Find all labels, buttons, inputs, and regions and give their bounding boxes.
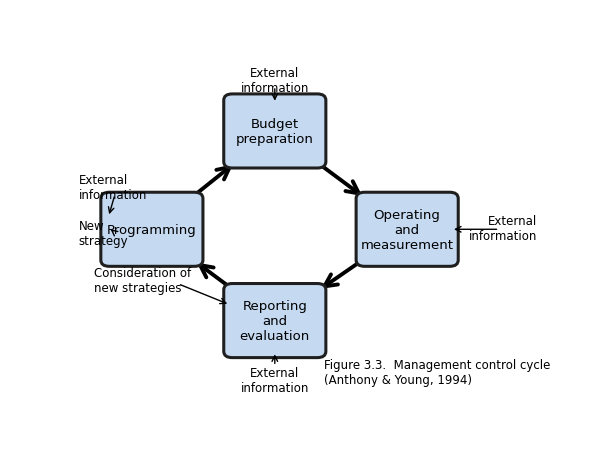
Text: Consideration of
new strategies: Consideration of new strategies (94, 267, 192, 294)
FancyBboxPatch shape (356, 193, 458, 267)
FancyBboxPatch shape (224, 284, 326, 358)
FancyArrowPatch shape (325, 262, 361, 287)
FancyArrowPatch shape (200, 266, 230, 288)
FancyBboxPatch shape (224, 95, 326, 169)
Text: External
information: External information (240, 366, 309, 394)
Text: Reporting
and
evaluation: Reporting and evaluation (240, 299, 310, 342)
Text: External
information: External information (469, 214, 537, 242)
FancyArrowPatch shape (193, 167, 230, 197)
Text: New
strategy: New strategy (79, 219, 128, 247)
FancyArrowPatch shape (320, 165, 359, 194)
Text: Budget
preparation: Budget preparation (236, 118, 314, 146)
FancyBboxPatch shape (101, 193, 203, 267)
Text: Programming: Programming (107, 223, 197, 236)
Text: Operating
and
measurement: Operating and measurement (361, 208, 454, 251)
Text: External
information: External information (79, 174, 147, 202)
Text: External
information: External information (240, 67, 309, 95)
Text: Figure 3.3.  Management control cycle
(Anthony & Young, 1994): Figure 3.3. Management control cycle (An… (325, 358, 551, 386)
